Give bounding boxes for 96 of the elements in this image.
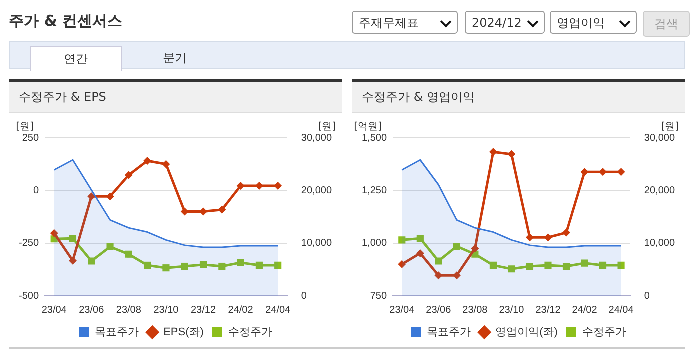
text: 2024/12	[465, 11, 545, 34]
point	[526, 262, 534, 270]
chart-title: 수정주가 & 영업이익	[352, 79, 685, 113]
point	[124, 171, 133, 180]
legend-label: 목표주가	[95, 326, 140, 339]
x-tick-label: 24/04	[266, 304, 292, 316]
text: 분기	[162, 50, 188, 67]
point	[274, 262, 282, 269]
point	[508, 266, 516, 273]
point	[180, 208, 189, 216]
y-tick-label: -250	[19, 238, 40, 250]
point	[162, 264, 170, 272]
text: 주가 & 컨센서스	[9, 12, 123, 31]
x-tick-label: 23/06	[426, 304, 452, 316]
y-tick-label: 1,000	[362, 238, 388, 250]
x-tick-label: 23/04	[42, 304, 68, 316]
y2-tick-label: 10,000	[301, 238, 332, 250]
legend-label: 수정주가	[228, 326, 272, 339]
y2-tick-label: 20,000	[644, 185, 676, 196]
y-axis-title: [원]	[16, 122, 34, 133]
point	[599, 262, 607, 269]
text: 영업이익	[550, 11, 637, 34]
point	[398, 236, 406, 244]
point	[88, 192, 96, 201]
point	[435, 258, 442, 265]
x-tick-label: 23/06	[79, 304, 105, 316]
point	[106, 192, 114, 201]
legend-label: EPS(좌)	[164, 326, 204, 339]
point	[88, 258, 96, 265]
point	[416, 235, 424, 242]
point	[200, 208, 208, 216]
point	[237, 259, 244, 266]
x-tick-label: 23/08	[462, 304, 488, 316]
y-tick-label: 1,500	[362, 132, 388, 144]
point	[490, 262, 497, 269]
text: 검색	[643, 11, 690, 37]
point	[144, 156, 152, 165]
point	[218, 206, 226, 214]
y2-tick-label: 0	[301, 290, 308, 302]
chart-title: 수정주가 & EPS	[9, 79, 342, 113]
y2-tick-label: 30,000	[301, 132, 332, 144]
y-tick-label: -500	[19, 290, 40, 302]
x-tick-label: 23/04	[390, 304, 416, 316]
x-tick-label: 23/08	[116, 304, 142, 316]
point	[274, 182, 282, 190]
point	[236, 182, 245, 190]
point	[69, 235, 77, 242]
y-tick-label: 0	[33, 185, 40, 196]
x-tick-label: 24/02	[572, 304, 598, 316]
point	[453, 242, 460, 250]
y2-axis-title: [원]	[661, 122, 680, 133]
point	[200, 261, 208, 268]
point	[162, 160, 170, 168]
y2-tick-label: 10,000	[644, 238, 676, 250]
point	[50, 229, 58, 238]
y2-tick-label: 0	[644, 290, 650, 302]
point	[256, 262, 263, 269]
point	[434, 272, 443, 280]
point	[617, 168, 626, 176]
point	[106, 243, 114, 251]
point	[581, 260, 588, 267]
legend-label: 영업이익(좌)	[496, 326, 558, 339]
x-tick-label: 23/12	[190, 304, 216, 316]
point	[562, 228, 570, 237]
x-tick-label: 23/10	[154, 304, 180, 316]
y-axis-title: [억원]	[354, 122, 382, 133]
y-tick-label: 750	[370, 290, 388, 302]
y2-tick-label: 30,000	[644, 132, 676, 144]
point	[508, 150, 516, 158]
text: 주재무제표	[352, 11, 458, 34]
point	[416, 249, 424, 258]
point	[544, 262, 552, 269]
point	[562, 262, 570, 270]
point	[218, 262, 226, 270]
point	[580, 168, 589, 176]
x-tick-label: 24/02	[228, 304, 254, 316]
y-tick-label: 250	[22, 132, 40, 144]
x-tick-label: 23/10	[499, 304, 525, 316]
x-tick-label: 23/12	[536, 304, 562, 316]
point	[144, 262, 152, 269]
point	[68, 256, 77, 265]
legend-label: 수정주가	[582, 326, 626, 339]
x-tick-label: 24/04	[608, 304, 634, 316]
y2-tick-label: 20,000	[301, 185, 332, 196]
point	[125, 250, 132, 258]
point	[618, 262, 625, 269]
point	[181, 262, 188, 270]
point	[489, 148, 498, 156]
point	[471, 244, 480, 253]
y2-axis-title: [원]	[318, 122, 336, 133]
text: 연간	[30, 46, 122, 71]
point	[526, 234, 534, 242]
legend-label: 목표주가	[427, 326, 472, 339]
point	[544, 234, 552, 242]
y-tick-label: 1,250	[362, 185, 388, 196]
point	[398, 260, 406, 268]
